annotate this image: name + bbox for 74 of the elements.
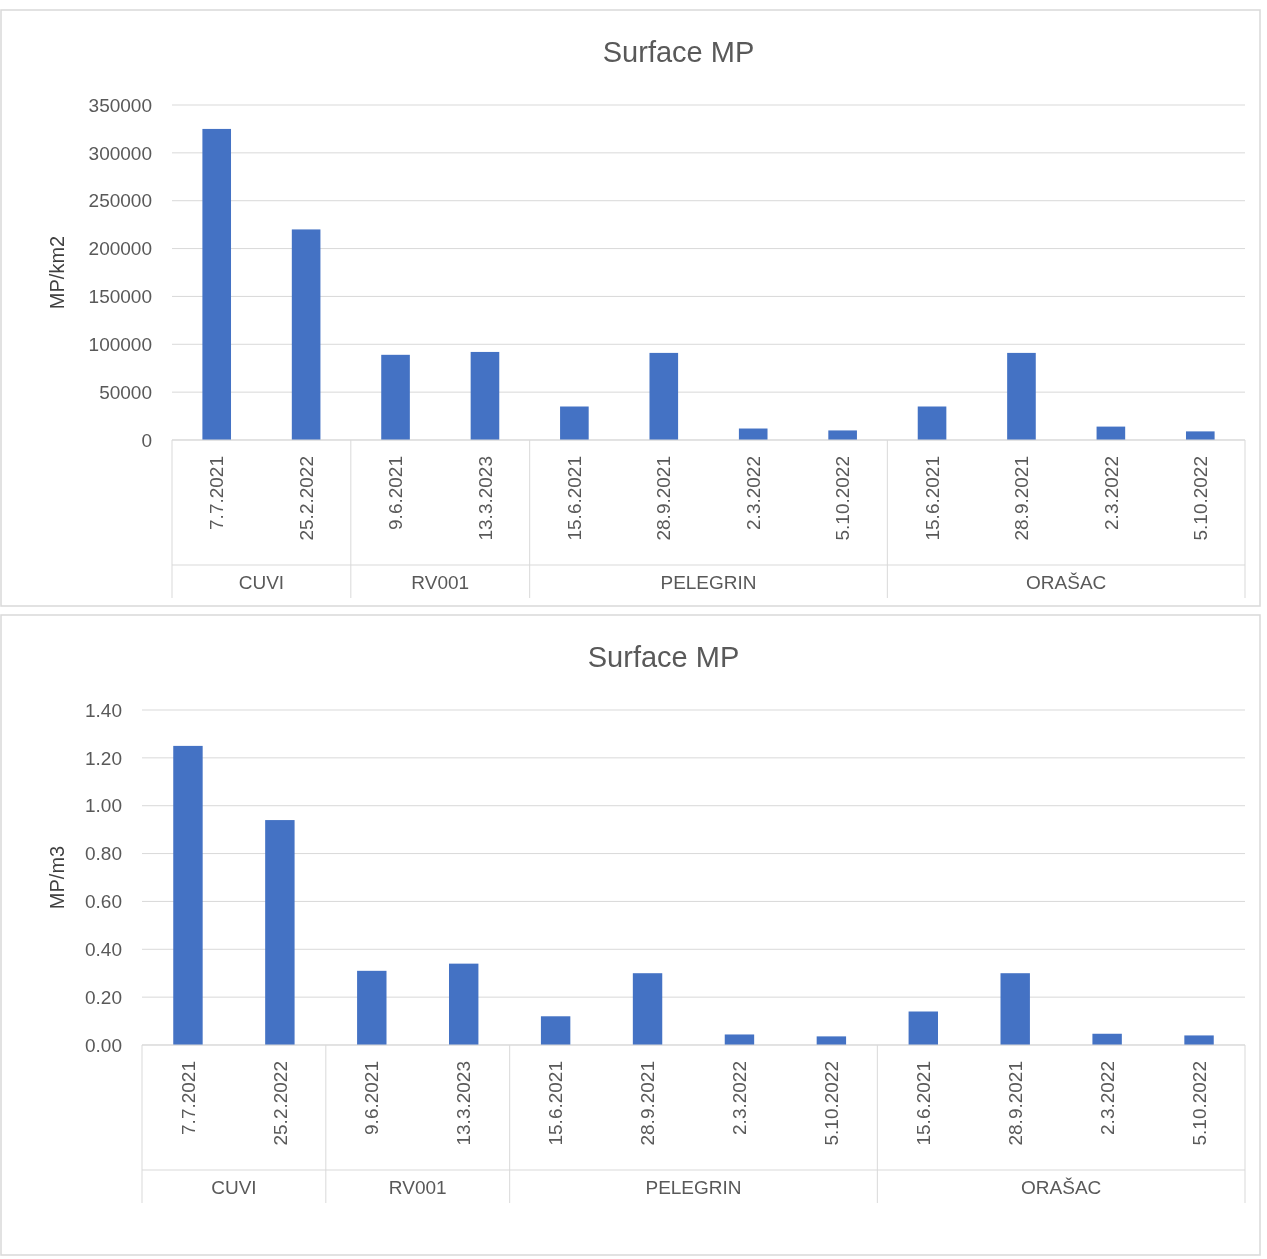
x-tick-label: 13.3.2023 bbox=[453, 1061, 475, 1146]
y-tick-label: 100000 bbox=[88, 333, 152, 355]
x-tick-label: 5.10.2022 bbox=[1189, 456, 1211, 541]
bar bbox=[291, 229, 321, 440]
text: ORAŠAC bbox=[1026, 571, 1107, 593]
x-tick-label: 15.6.2021 bbox=[912, 1061, 934, 1146]
bar bbox=[917, 406, 947, 440]
x-tick-label: 5.10.2022 bbox=[821, 1061, 843, 1146]
bar bbox=[632, 973, 663, 1045]
bar bbox=[560, 406, 589, 440]
y-tick-label: 350000 bbox=[88, 94, 152, 116]
y-tick-label: 0.80 bbox=[85, 843, 122, 865]
x-tick-label: 5.10.2022 bbox=[1188, 1061, 1210, 1146]
bar bbox=[724, 1034, 755, 1045]
y-tick-label: 300000 bbox=[88, 142, 152, 164]
y-tick-label: 0.40 bbox=[85, 938, 122, 960]
x-tick-label: 25.2.2022 bbox=[295, 456, 317, 541]
y-tick-label: 1.20 bbox=[85, 747, 122, 769]
bar bbox=[828, 430, 857, 440]
text: CUVI bbox=[238, 571, 285, 593]
y-tick-label: 1.00 bbox=[85, 795, 122, 817]
x-tick-label: 2.3.2022 bbox=[729, 1061, 751, 1135]
x-tick-label: 28.9.2021 bbox=[637, 1061, 659, 1146]
bar bbox=[449, 963, 479, 1045]
bar bbox=[908, 1011, 938, 1045]
chart-title: Surface MP bbox=[602, 36, 755, 68]
text: RV001 bbox=[388, 1176, 447, 1198]
bar bbox=[1000, 973, 1030, 1045]
bar bbox=[1185, 431, 1215, 440]
bar bbox=[540, 1016, 571, 1045]
x-tick-label: 13.3.2023 bbox=[474, 456, 496, 541]
x-tick-label: 2.3.2022 bbox=[1100, 456, 1122, 530]
bar bbox=[649, 352, 679, 440]
y-tick-label: 0.00 bbox=[85, 1034, 122, 1056]
x-tick-label: 15.6.2021 bbox=[564, 456, 586, 541]
x-tick-label: 15.6.2021 bbox=[545, 1061, 567, 1146]
bar bbox=[357, 970, 387, 1045]
text: RV001 bbox=[411, 571, 470, 593]
bar bbox=[1092, 1033, 1122, 1045]
bar bbox=[816, 1036, 847, 1045]
x-tick-label: 28.9.2021 bbox=[653, 456, 675, 541]
bar bbox=[381, 354, 410, 440]
x-tick-label: 2.3.2022 bbox=[742, 456, 764, 530]
y-tick-label: 150000 bbox=[88, 286, 152, 308]
y-tick-label: 0.60 bbox=[85, 891, 122, 913]
x-tick-label: 15.6.2021 bbox=[921, 456, 943, 541]
y-axis-title: MP/km2 bbox=[46, 235, 68, 310]
chart-title: Surface MP bbox=[587, 641, 740, 673]
x-tick-label: 28.9.2021 bbox=[1004, 1061, 1026, 1146]
bar bbox=[173, 745, 203, 1045]
bar bbox=[1007, 352, 1036, 440]
y-tick-label: 50000 bbox=[99, 381, 152, 403]
x-tick-label: 7.7.2021 bbox=[177, 1061, 199, 1135]
y-axis-title: MP/m3 bbox=[46, 845, 68, 910]
y-tick-label: 1.40 bbox=[85, 699, 122, 721]
bar bbox=[1184, 1035, 1214, 1045]
text: PELEGRIN bbox=[645, 1176, 742, 1198]
x-tick-label: 7.7.2021 bbox=[206, 456, 228, 530]
bar bbox=[470, 351, 500, 440]
x-tick-label: 2.3.2022 bbox=[1096, 1061, 1118, 1135]
x-tick-label: 28.9.2021 bbox=[1011, 456, 1033, 541]
y-tick-label: 0.20 bbox=[85, 986, 122, 1008]
x-tick-label: 5.10.2022 bbox=[832, 456, 854, 541]
y-tick-label: 0 bbox=[141, 429, 152, 451]
x-tick-label: 9.6.2021 bbox=[385, 456, 407, 530]
y-tick-label: 200000 bbox=[88, 238, 152, 260]
bar bbox=[265, 820, 295, 1045]
text: PELEGRIN bbox=[660, 571, 757, 593]
y-tick-label: 250000 bbox=[88, 190, 152, 212]
text: CUVI bbox=[211, 1176, 257, 1198]
text: ORAŠAC bbox=[1021, 1176, 1102, 1198]
x-tick-label: 25.2.2022 bbox=[269, 1061, 291, 1146]
bar bbox=[202, 128, 232, 440]
x-tick-label: 9.6.2021 bbox=[361, 1061, 383, 1135]
